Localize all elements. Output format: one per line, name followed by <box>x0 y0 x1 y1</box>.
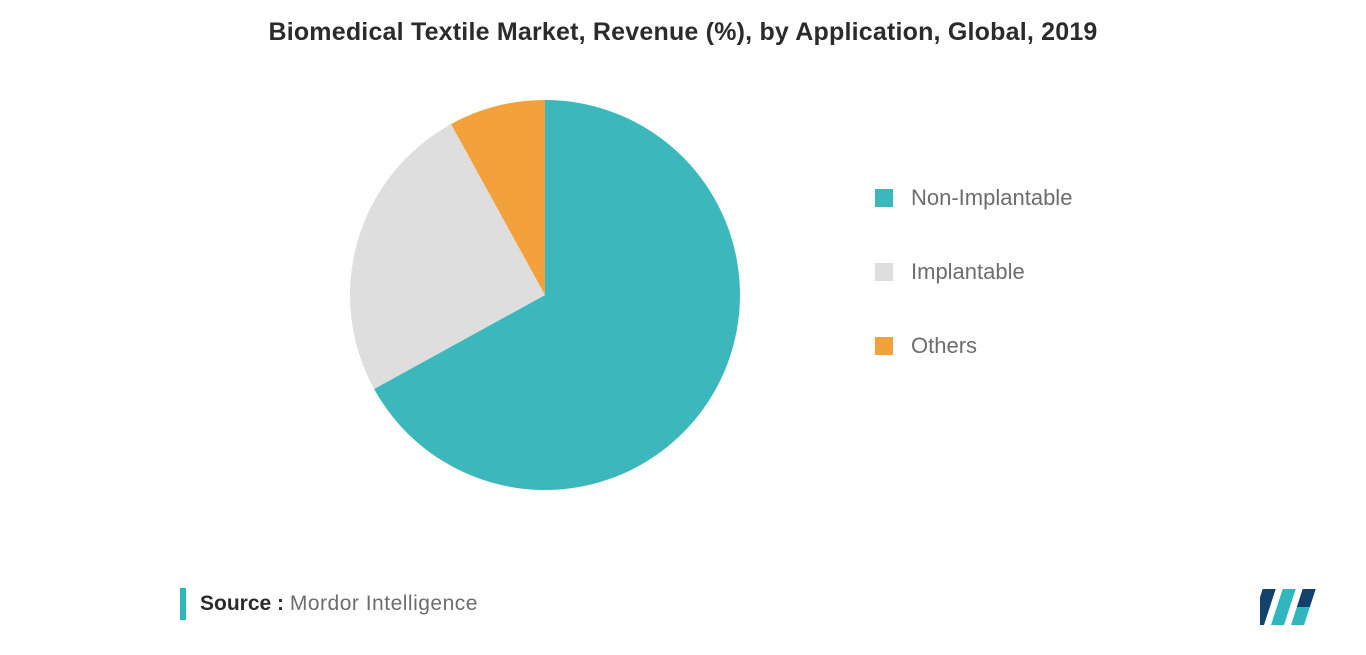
legend-item-others: Others <box>875 333 1072 359</box>
legend-swatch <box>875 337 893 355</box>
legend-item-non-implantable: Non-Implantable <box>875 185 1072 211</box>
chart-title: Biomedical Textile Market, Revenue (%), … <box>0 18 1366 47</box>
legend: Non-Implantable Implantable Others <box>875 185 1072 407</box>
mordor-logo <box>1260 585 1324 629</box>
source-text: Mordor Intelligence <box>290 592 478 615</box>
legend-item-implantable: Implantable <box>875 259 1072 285</box>
legend-label: Non-Implantable <box>911 185 1072 211</box>
source-label: Source : <box>200 592 284 615</box>
pie-chart <box>345 95 745 495</box>
source-accent-bar <box>180 588 186 620</box>
legend-label: Others <box>911 333 977 359</box>
source-line: Source : Mordor Intelligence <box>200 592 478 616</box>
legend-swatch <box>875 263 893 281</box>
legend-label: Implantable <box>911 259 1025 285</box>
legend-swatch <box>875 189 893 207</box>
